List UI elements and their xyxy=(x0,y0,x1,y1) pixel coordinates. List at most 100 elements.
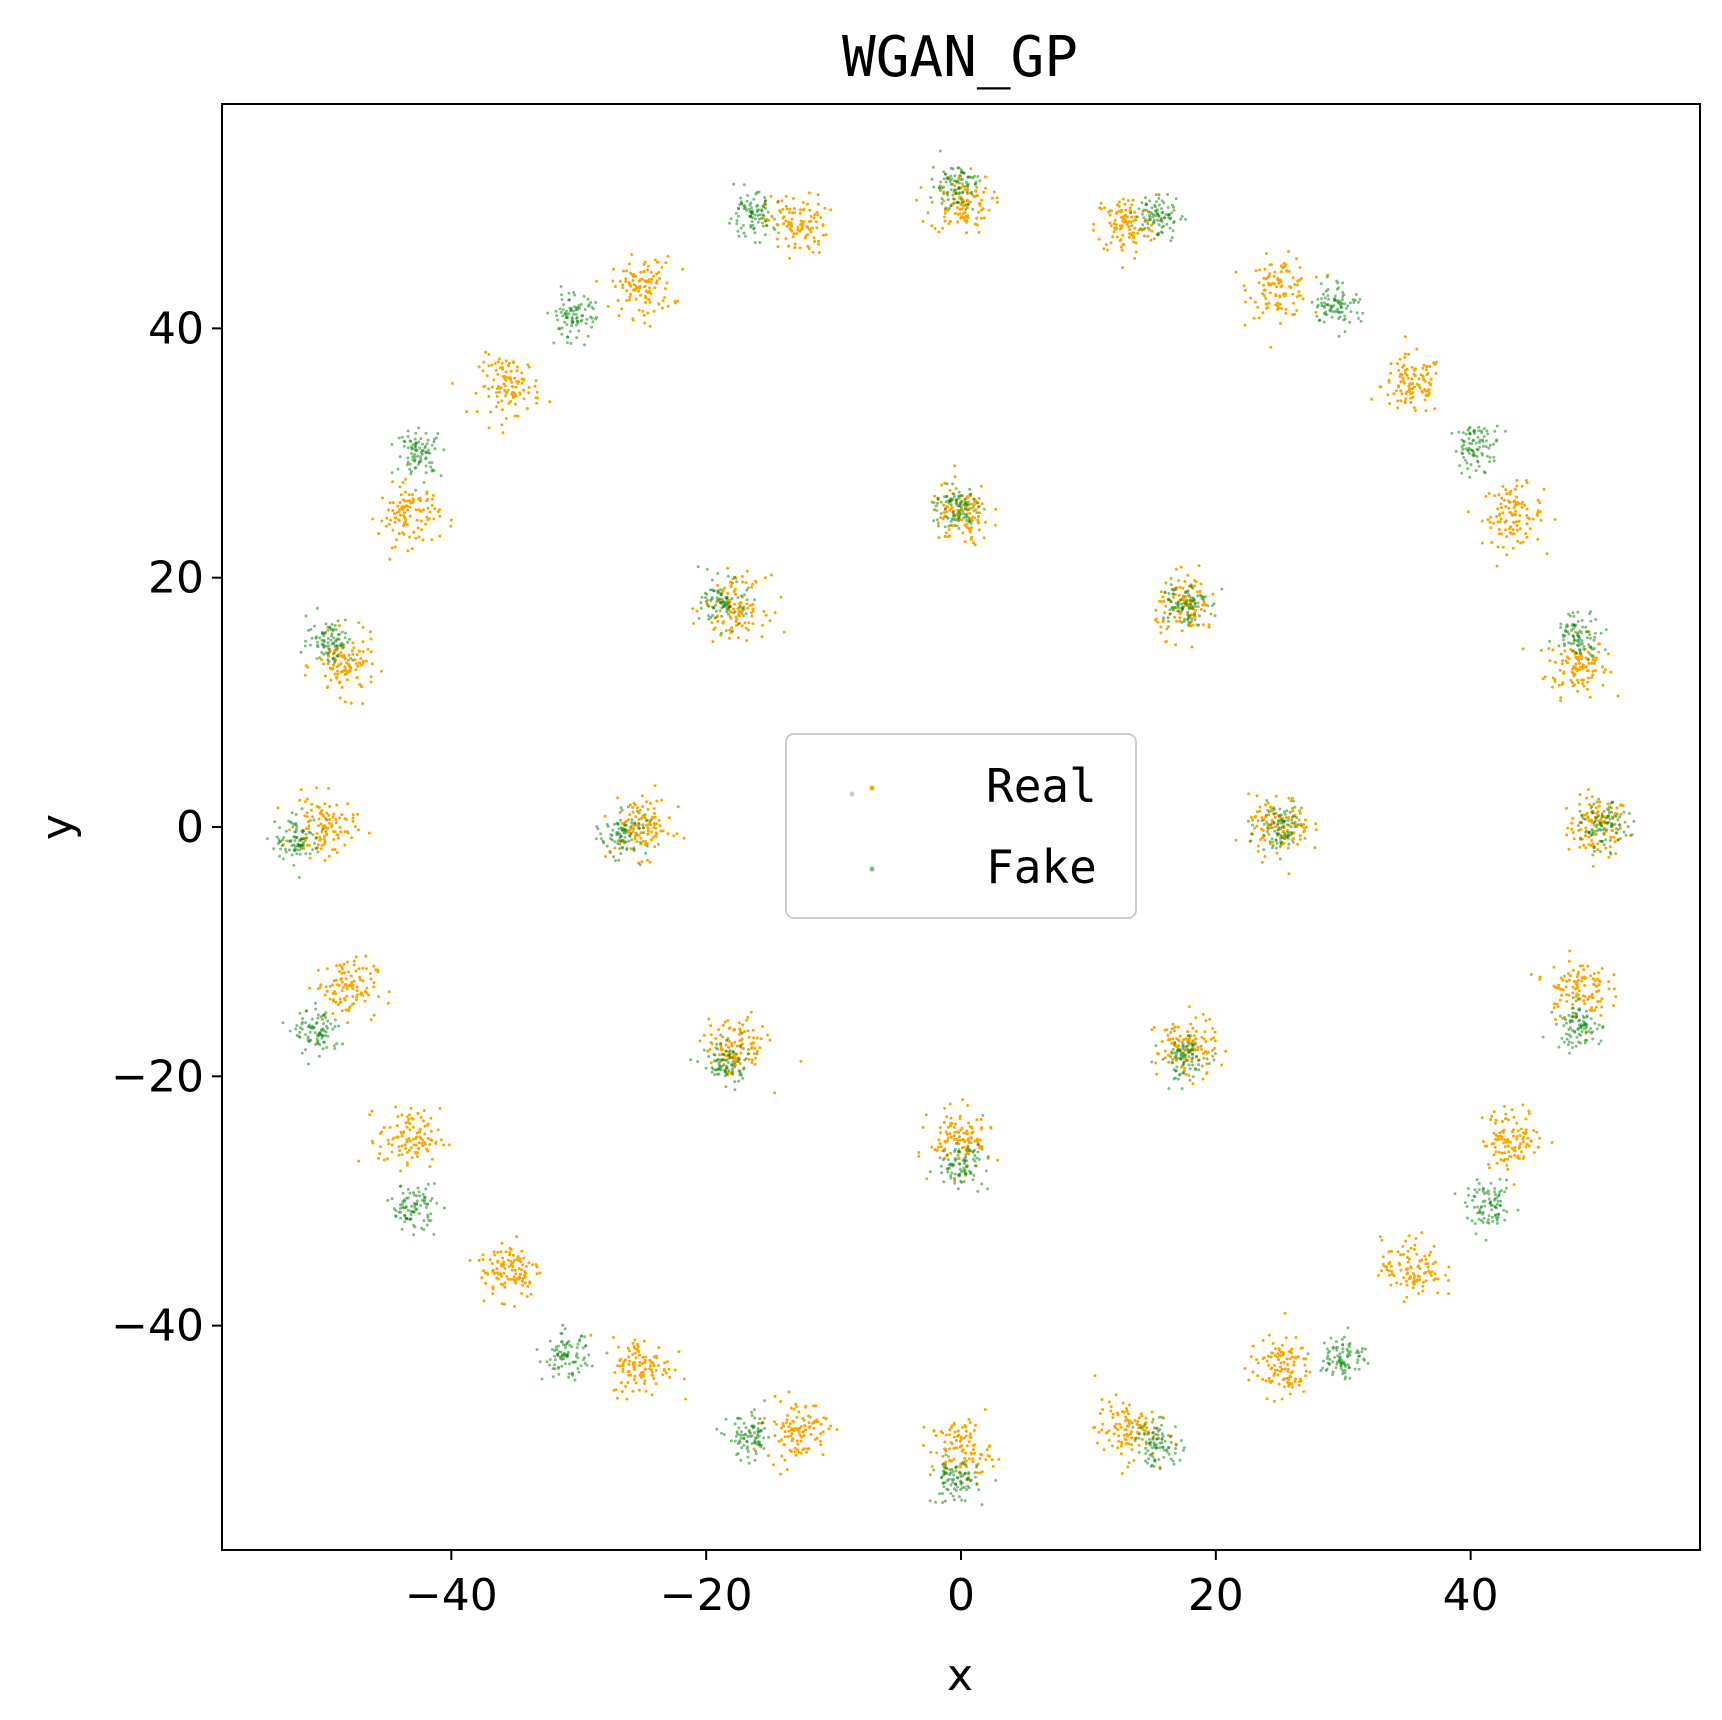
real-point xyxy=(783,1430,787,1434)
fake-point xyxy=(572,309,575,313)
real-point xyxy=(358,978,362,982)
real-point xyxy=(1582,999,1586,1003)
real-point xyxy=(639,836,643,840)
real-point xyxy=(1424,1262,1428,1266)
real-point xyxy=(1294,1355,1298,1359)
fake-point xyxy=(535,1348,539,1351)
fake-point xyxy=(946,198,950,202)
fake-point xyxy=(310,1026,314,1030)
real-point xyxy=(953,1430,957,1434)
real-point xyxy=(1614,852,1618,856)
fake-point xyxy=(1576,824,1580,828)
real-point xyxy=(325,989,329,993)
real-point xyxy=(1513,499,1517,503)
fake-point xyxy=(293,835,297,839)
real-point xyxy=(750,585,754,589)
real-point xyxy=(1511,1134,1515,1138)
real-point xyxy=(992,190,996,194)
real-point xyxy=(406,1163,409,1167)
real-point xyxy=(684,1397,688,1401)
fake-point xyxy=(742,183,746,187)
fake-point xyxy=(751,216,755,220)
fake-point xyxy=(297,848,301,852)
real-point xyxy=(482,360,486,364)
real-point xyxy=(490,385,494,389)
real-point xyxy=(1403,372,1407,375)
real-point xyxy=(1556,1005,1560,1009)
real-point xyxy=(493,362,497,365)
real-point xyxy=(726,1019,730,1023)
fake-point xyxy=(580,314,584,318)
real-point xyxy=(1497,1137,1500,1141)
real-point xyxy=(643,260,647,264)
real-point xyxy=(418,496,422,500)
real-point xyxy=(933,1148,937,1151)
real-point xyxy=(1270,263,1273,267)
fake-point xyxy=(589,300,593,304)
real-point xyxy=(1501,485,1505,488)
fake-point xyxy=(1614,815,1618,818)
fake-point xyxy=(313,1031,317,1035)
fake-point xyxy=(416,454,420,458)
real-point xyxy=(503,1285,507,1289)
real-point xyxy=(786,1414,789,1417)
fake-point xyxy=(1174,197,1178,201)
real-point xyxy=(1432,1244,1436,1248)
fake-point xyxy=(1482,427,1486,430)
real-point xyxy=(388,501,392,505)
fake-point xyxy=(1458,464,1462,468)
real-point xyxy=(1579,828,1583,831)
real-point xyxy=(1290,818,1294,822)
real-point xyxy=(955,1446,959,1450)
real-point xyxy=(1292,301,1296,305)
real-point xyxy=(1418,1259,1422,1263)
real-point xyxy=(527,365,531,369)
real-point xyxy=(1158,599,1162,603)
fake-point xyxy=(929,196,933,200)
fake-point xyxy=(1585,636,1589,640)
real-point xyxy=(1293,283,1297,287)
real-point xyxy=(958,1445,962,1449)
fake-point xyxy=(1333,298,1337,302)
fake-point xyxy=(314,836,318,840)
real-point xyxy=(645,800,649,804)
fake-point xyxy=(340,644,344,647)
fake-point xyxy=(1332,304,1336,307)
real-point xyxy=(958,195,962,199)
real-point xyxy=(349,974,353,978)
real-point xyxy=(935,509,939,512)
real-point xyxy=(355,675,359,679)
real-point xyxy=(509,1248,513,1251)
real-point xyxy=(1126,1465,1130,1469)
real-point xyxy=(481,1269,485,1273)
real-point xyxy=(1314,822,1318,826)
real-point xyxy=(793,1450,797,1454)
real-point xyxy=(1377,1274,1380,1277)
real-point xyxy=(487,387,491,391)
real-point xyxy=(1255,810,1259,814)
fake-point xyxy=(966,184,970,188)
real-point xyxy=(958,1117,962,1121)
real-point xyxy=(746,1029,750,1033)
fake-point xyxy=(404,1216,408,1220)
fake-point xyxy=(319,1015,323,1019)
real-point xyxy=(411,1137,415,1141)
fake-point xyxy=(324,1030,328,1034)
fake-point xyxy=(335,654,339,658)
real-point xyxy=(1109,241,1113,245)
real-point xyxy=(438,514,442,518)
real-point xyxy=(1203,1030,1207,1034)
fake-point xyxy=(439,474,443,478)
real-point xyxy=(790,1427,794,1431)
real-point xyxy=(1497,528,1501,531)
real-point xyxy=(1414,367,1417,371)
real-point xyxy=(1277,1348,1281,1352)
real-point xyxy=(387,1142,390,1146)
real-point xyxy=(985,1448,989,1452)
real-point xyxy=(798,246,802,250)
real-point xyxy=(391,501,395,505)
real-point xyxy=(754,579,757,583)
fake-point xyxy=(954,1469,958,1473)
real-point xyxy=(535,1265,539,1269)
fake-point xyxy=(1603,648,1607,652)
